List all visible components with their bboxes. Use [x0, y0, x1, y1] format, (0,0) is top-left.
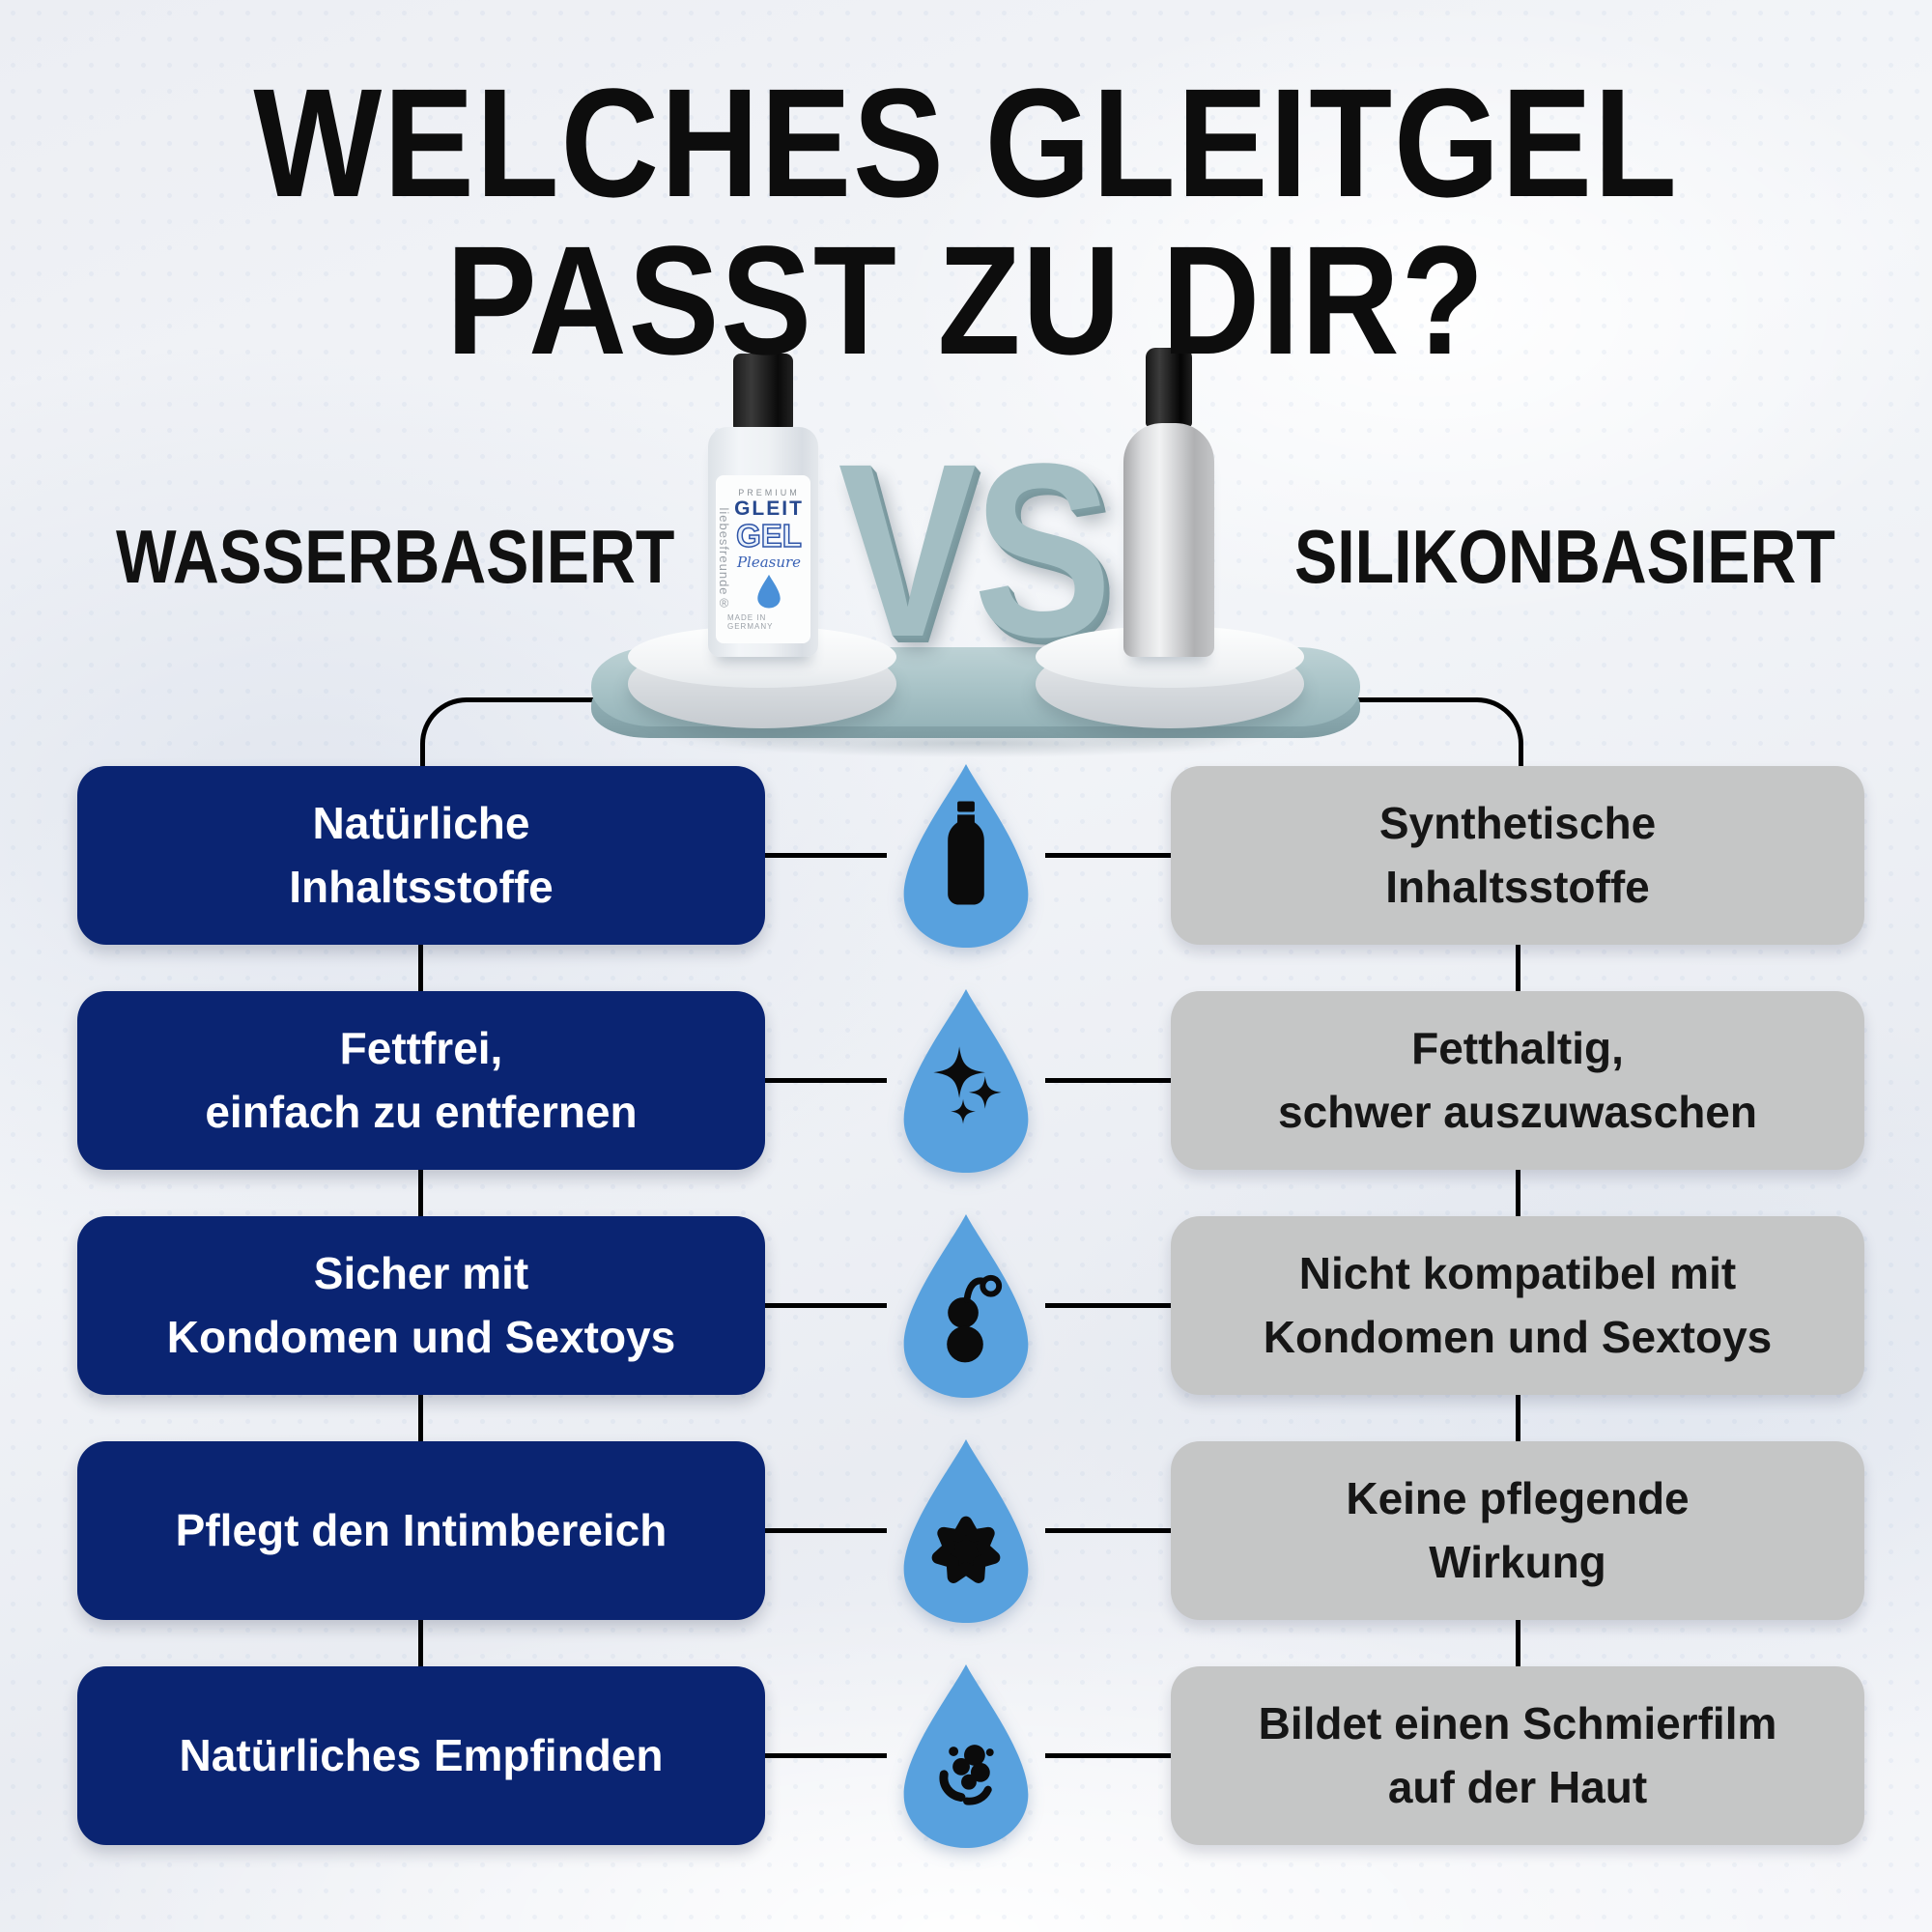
love-balls-icon: [947, 1274, 1003, 1363]
silicone-bottle-cap: [1146, 348, 1192, 427]
silicone-drawback-box-4: Keine pflegende Wirkung: [1171, 1441, 1864, 1620]
bottle-product-line1: GLEIT: [734, 497, 804, 521]
water-benefit-box-1: Natürliche Inhaltsstoffe: [77, 766, 765, 945]
water-drop-icon: [903, 763, 1029, 949]
row-connector: [763, 1303, 887, 1308]
water-drop-icon: [903, 988, 1029, 1174]
title-line-1: WELCHES GLEITGEL: [253, 56, 1679, 229]
row-connector: [1045, 1078, 1171, 1083]
water-drop-icon: [903, 1438, 1029, 1624]
bottle-icon: [948, 801, 984, 905]
water-benefit-box-5: Natürliches Empfinden: [77, 1666, 765, 1845]
water-benefit-box-2: Fettfrei, einfach zu entfernen: [77, 991, 765, 1170]
left-column-connector: [418, 945, 423, 991]
silicone-based-column-label: SILIKONBASIERT: [1294, 514, 1835, 599]
page-title: WELCHES GLEITGEL PASST ZU DIR?: [0, 56, 1932, 387]
bottle-brand-text: liebesfreunde®: [717, 507, 731, 611]
water-benefit-box-4: Pflegt den Intimbereich: [77, 1441, 765, 1620]
right-column-connector: [1516, 945, 1520, 991]
row-connector: [763, 1753, 887, 1758]
bottle-tier-text: PREMIUM: [738, 488, 800, 498]
left-top-connector-line: [420, 697, 676, 776]
left-column-connector: [418, 1620, 423, 1666]
water-bottle-cap: [733, 354, 793, 431]
left-column-connector: [418, 1170, 423, 1216]
bottle-origin-text: MADE IN GERMANY: [727, 612, 774, 631]
row-connector: [1045, 1303, 1171, 1308]
label-drop-icon: [757, 574, 781, 609]
right-column-connector: [1516, 1620, 1520, 1666]
water-based-column-label: WASSERBASIERT: [116, 514, 675, 599]
water-drop-icon: [903, 1213, 1029, 1399]
vs-text: VS: [838, 412, 1113, 689]
left-column-connector: [418, 1395, 423, 1441]
silicone-drawback-box-5: Bildet einen Schmierfilm auf der Haut: [1171, 1666, 1864, 1845]
row-connector: [763, 853, 887, 858]
row-connector: [1045, 853, 1171, 858]
right-column-connector: [1516, 1170, 1520, 1216]
row-connector: [1045, 1753, 1171, 1758]
water-bottle-body: liebesfreunde® PREMIUM GLEIT GEL Pleasur…: [708, 427, 818, 657]
silicone-drawback-box-1: Synthetische Inhaltsstoffe: [1171, 766, 1864, 945]
row-connector: [763, 1078, 887, 1083]
right-top-connector-line: [1267, 697, 1523, 776]
water-bottle-label: liebesfreunde® PREMIUM GLEIT GEL Pleasur…: [716, 475, 810, 643]
sparkles-icon: [933, 1046, 1002, 1124]
water-drop-icon: [903, 1663, 1029, 1849]
bottle-product-line2: GEL: [735, 518, 802, 554]
right-column-connector: [1516, 1395, 1520, 1441]
bottle-script-text: Pleasure: [736, 553, 802, 571]
smear-icon: [939, 1745, 994, 1805]
silicone-bottle-body: [1123, 423, 1214, 657]
row-connector: [763, 1528, 887, 1533]
silicone-drawback-box-2: Fetthaltig, schwer auszuwaschen: [1171, 991, 1864, 1170]
row-connector: [1045, 1528, 1171, 1533]
care-star-icon: [931, 1516, 1001, 1583]
water-benefit-box-3: Sicher mit Kondomen und Sextoys: [77, 1216, 765, 1395]
title-line-2: PASST ZU DIR?: [445, 213, 1487, 387]
silicone-drawback-box-3: Nicht kompatibel mit Kondomen und Sextoy…: [1171, 1216, 1864, 1395]
